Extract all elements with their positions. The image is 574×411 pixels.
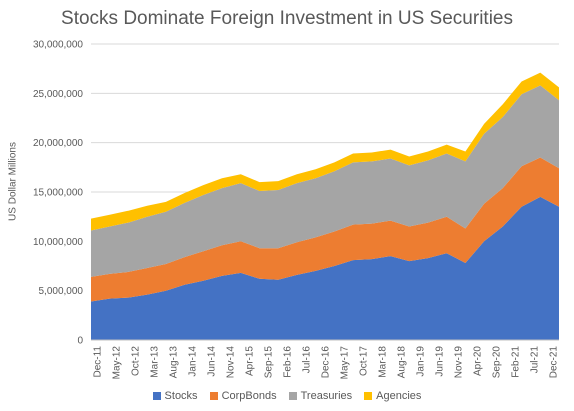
legend-swatch-stocks: [152, 392, 161, 400]
x-tick-label: Jul-16: [302, 346, 313, 374]
x-tick-label: Apr-15: [245, 346, 256, 376]
x-tick-label: Sep-20: [492, 346, 503, 379]
x-tick-label: Dec-11: [93, 346, 104, 378]
x-tick-label: Feb-21: [511, 346, 522, 378]
y-tick-label: 25,000,000: [33, 89, 83, 100]
x-tick-label: Nov-19: [454, 346, 465, 379]
x-tick-label: Oct-17: [359, 346, 370, 376]
legend: Stocks CorpBonds Treasuries Agencies: [0, 390, 574, 402]
x-tick-label: Jan-19: [416, 346, 427, 377]
legend-label-treasuries: Treasuries: [300, 390, 353, 402]
x-tick-label: Sep-15: [264, 346, 275, 379]
area-stocks: [91, 196, 559, 340]
x-tick-label: Mar-18: [378, 346, 389, 378]
legend-label-agencies: Agencies: [376, 390, 422, 402]
x-tick-label: May-17: [340, 346, 351, 380]
area-treasuries: [91, 85, 559, 277]
legend-item-treasuries: Treasuries: [288, 390, 353, 402]
y-tick-label: 30,000,000: [33, 40, 83, 51]
axes: 0 5,000,000 10,000,000 15,000,000 20,000,000…: [33, 40, 560, 380]
x-tick-label: Jun-19: [435, 346, 446, 377]
x-tick-label: Jun-14: [207, 346, 218, 377]
legend-item-agencies: Agencies: [364, 390, 421, 402]
chart-title: Stocks Dominate Foreign Investment in US…: [61, 8, 513, 29]
legend-item-stocks: Stocks: [152, 390, 198, 402]
y-tick-label: 20,000,000: [33, 138, 83, 149]
x-tick-label: May-12: [112, 346, 123, 380]
y-tick-label: 15,000,000: [33, 188, 83, 199]
x-tick-label: Aug-18: [397, 346, 408, 379]
legend-label-corpbonds: CorpBonds: [221, 390, 277, 402]
area-agencies: [91, 72, 559, 231]
x-tick-label: Feb-16: [283, 346, 294, 378]
legend-swatch-treasuries: [288, 392, 297, 400]
legend-item-corpbonds: CorpBonds: [209, 390, 277, 402]
x-tick-label: Apr-20: [473, 346, 484, 376]
x-tick-label: Dec-16: [321, 346, 332, 379]
y-tick-label: 0: [77, 336, 83, 347]
x-tick-label: Dec-21: [549, 346, 560, 379]
y-tick-label: 10,000,000: [33, 237, 83, 248]
series-areas: [91, 72, 559, 340]
area-corpbonds: [91, 157, 559, 302]
y-tick-label: 5,000,000: [39, 286, 84, 297]
legend-swatch-agencies: [364, 392, 373, 400]
x-tick-label: Nov-14: [226, 346, 237, 379]
x-tick-label: Aug-13: [169, 346, 180, 379]
legend-swatch-corpbonds: [209, 392, 218, 400]
x-tick-label: Jul-21: [530, 346, 541, 374]
legend-label-stocks: Stocks: [164, 390, 198, 402]
x-tick-label: Jan-14: [188, 346, 199, 377]
x-tick-label: Oct-12: [131, 346, 142, 376]
x-tick-label: Mar-13: [150, 346, 161, 378]
